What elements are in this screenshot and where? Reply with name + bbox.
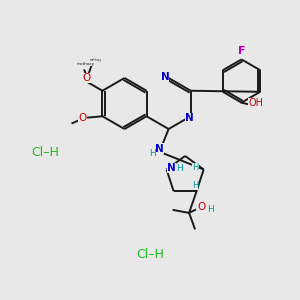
Text: N: N [185, 113, 194, 123]
Text: OH: OH [248, 98, 263, 109]
Text: N: N [167, 163, 176, 173]
Text: H: H [176, 164, 182, 173]
Text: H: H [208, 206, 214, 214]
Text: O: O [83, 73, 91, 83]
Text: methoxy: methoxy [90, 58, 102, 62]
Text: F: F [238, 46, 245, 56]
Text: H: H [192, 182, 198, 190]
Text: Cl–H: Cl–H [136, 248, 164, 262]
Text: Cl–H: Cl–H [31, 146, 59, 160]
Text: O: O [78, 113, 86, 123]
Text: N: N [155, 143, 164, 154]
Text: methoxy: methoxy [77, 62, 95, 66]
Text: O: O [197, 202, 205, 212]
Text: H: H [192, 164, 198, 172]
Text: H: H [149, 148, 156, 158]
Text: N: N [160, 71, 169, 82]
